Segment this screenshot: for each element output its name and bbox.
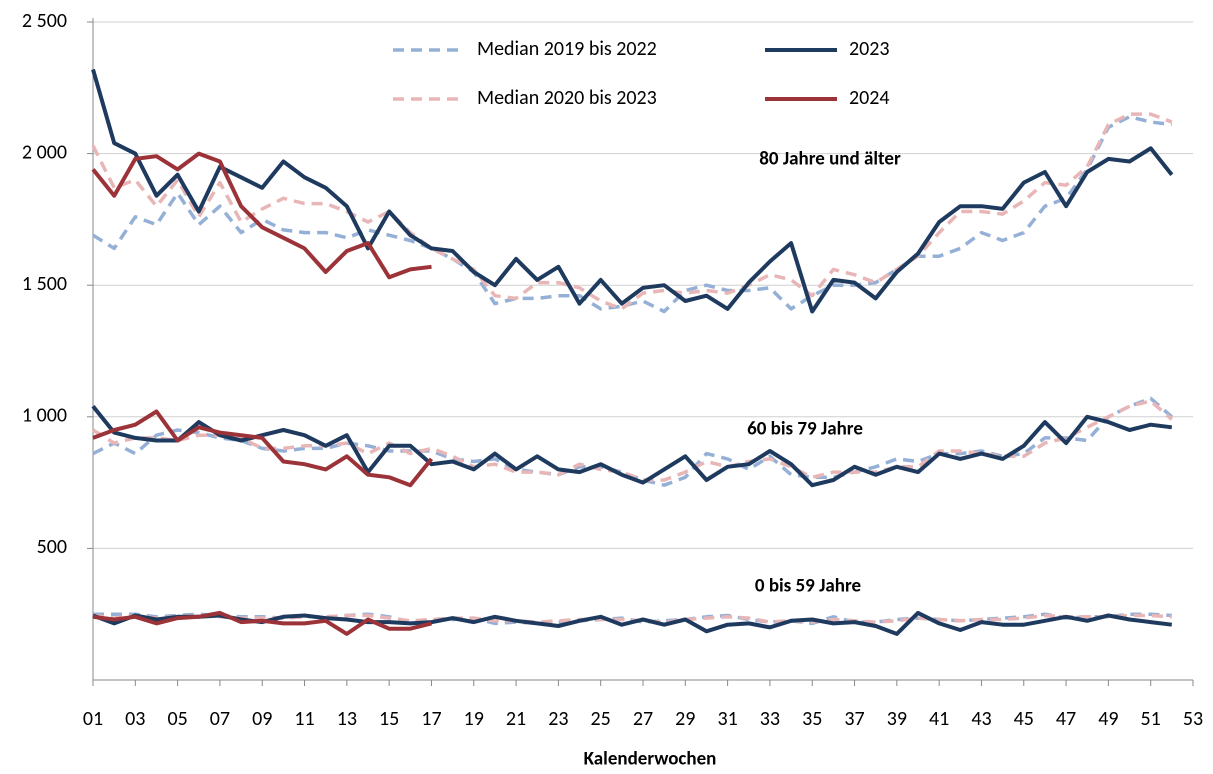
x-tick-label: 51 bbox=[1141, 707, 1161, 731]
x-tick-label: 33 bbox=[760, 707, 780, 731]
y-tick-label: 500 bbox=[37, 535, 67, 559]
series-line bbox=[92, 610, 432, 636]
x-tick-label: 27 bbox=[633, 707, 653, 731]
legend-label: Median 2020 bis 2023 bbox=[477, 86, 657, 110]
y-tick-label: 1 000 bbox=[22, 404, 67, 428]
series-line bbox=[91, 68, 1174, 314]
legend-label: 2023 bbox=[849, 37, 890, 61]
y-tick-label: 2 000 bbox=[22, 140, 67, 164]
x-tick-label: 29 bbox=[675, 707, 695, 731]
x-axis-title: Kalenderwochen bbox=[584, 748, 717, 771]
group-label: 0 bis 59 Jahre bbox=[755, 575, 861, 598]
x-tick-label: 07 bbox=[210, 707, 230, 731]
legend-label: 2024 bbox=[849, 86, 890, 110]
series-line bbox=[92, 115, 1173, 314]
series-line bbox=[92, 409, 434, 488]
series-line bbox=[91, 405, 1173, 488]
x-tick-label: 21 bbox=[506, 707, 526, 731]
x-tick-label: 47 bbox=[1056, 707, 1076, 731]
x-tick-label: 15 bbox=[379, 707, 399, 731]
series-line bbox=[91, 151, 432, 280]
x-tick-label: 49 bbox=[1098, 707, 1118, 731]
x-tick-label: 17 bbox=[421, 707, 441, 731]
series-line bbox=[92, 399, 1173, 482]
x-tick-label: 13 bbox=[337, 707, 357, 731]
x-tick-label: 09 bbox=[252, 707, 272, 731]
x-tick-label: 05 bbox=[167, 707, 187, 731]
group-label: 60 bis 79 Jahre bbox=[747, 418, 863, 441]
x-tick-label: 39 bbox=[887, 707, 907, 731]
y-tick-label: 2 500 bbox=[22, 9, 67, 33]
x-tick-label: 41 bbox=[929, 707, 949, 731]
x-tick-label: 43 bbox=[971, 707, 991, 731]
x-tick-label: 19 bbox=[464, 707, 484, 731]
x-tick-label: 37 bbox=[844, 707, 864, 731]
x-tick-label: 45 bbox=[1014, 707, 1034, 731]
y-tick-label: 1 500 bbox=[22, 272, 67, 296]
x-tick-label: 31 bbox=[717, 707, 737, 731]
x-tick-label: 23 bbox=[548, 707, 568, 731]
legend-label: Median 2019 bis 2022 bbox=[477, 37, 657, 61]
x-tick-label: 01 bbox=[83, 707, 103, 731]
group-label: 80 Jahre und älter bbox=[759, 148, 901, 171]
series-line bbox=[92, 610, 1173, 636]
x-tick-label: 03 bbox=[125, 707, 145, 731]
x-tick-label: 35 bbox=[802, 707, 822, 731]
series-line bbox=[92, 396, 1173, 487]
series-line bbox=[91, 112, 1173, 311]
x-tick-label: 53 bbox=[1183, 707, 1203, 731]
x-tick-label: 25 bbox=[591, 707, 611, 731]
x-tick-label: 11 bbox=[294, 707, 314, 731]
